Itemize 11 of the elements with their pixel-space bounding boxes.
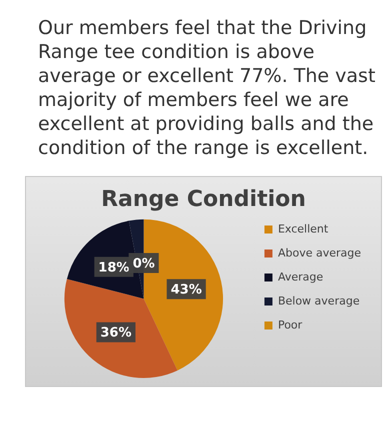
- legend-label: Average: [278, 270, 324, 284]
- chart-title: Range Condition: [101, 186, 306, 212]
- data-label: 43%: [170, 282, 202, 298]
- legend-label: Below average: [278, 294, 360, 308]
- text: 0%: [132, 256, 155, 272]
- legend-label: Excellent: [278, 222, 329, 236]
- legend-label: Poor: [278, 318, 303, 332]
- legend-label: Above average: [278, 246, 362, 260]
- data-label: 18%: [98, 260, 130, 276]
- text: Our members feel that the Driving Range tee condition is above average or excellent 77%. The vast majority of members feel we are excellent at providing balls and the condition of the range is excellent.: [38, 16, 376, 160]
- data-label: 36%: [100, 326, 132, 341]
